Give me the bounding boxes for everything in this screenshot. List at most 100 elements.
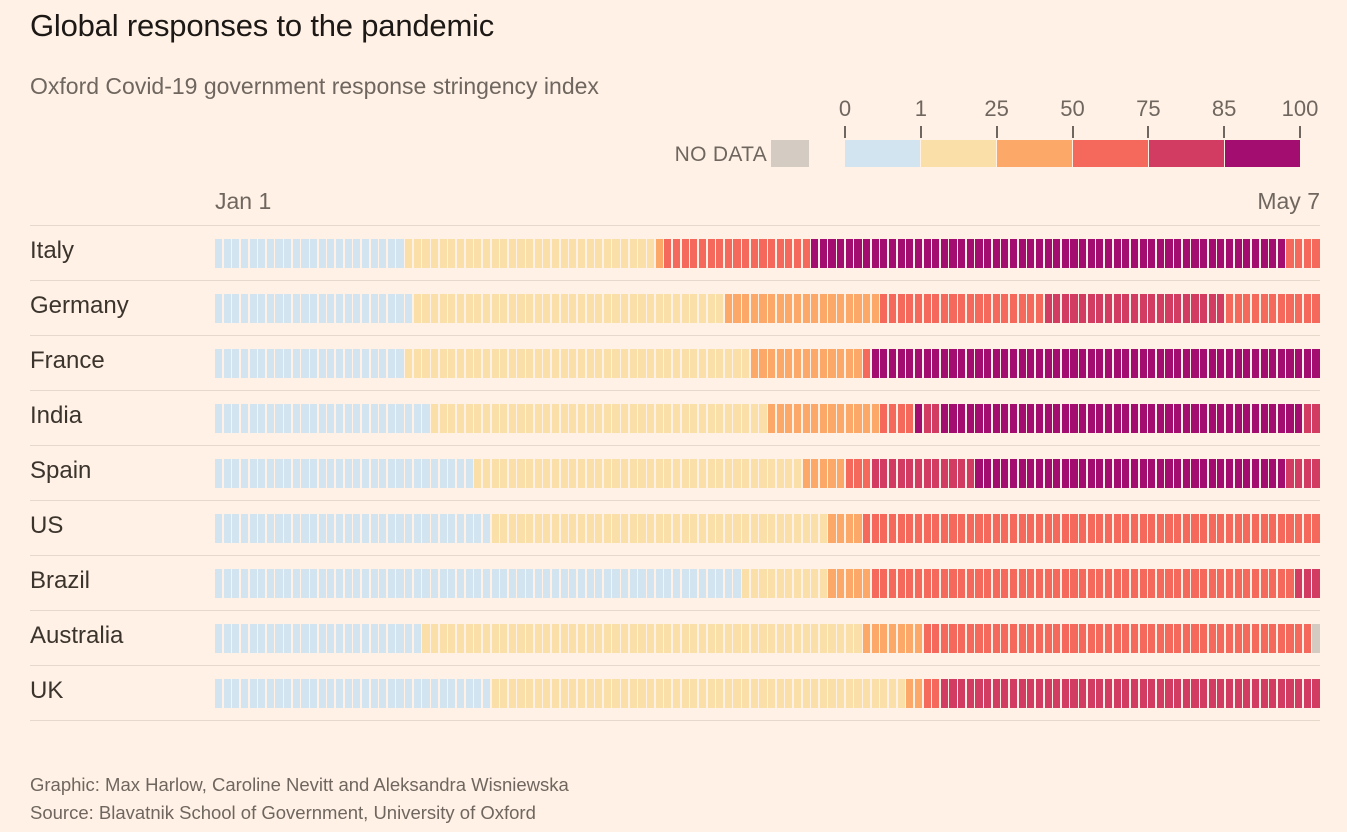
day-cell: [940, 404, 948, 433]
day-cell: [240, 404, 249, 433]
day-cell: [1087, 349, 1095, 378]
day-cell: [1130, 514, 1139, 543]
day-cell: [603, 404, 611, 433]
day-cell: [940, 624, 948, 653]
day-cell: [508, 294, 516, 323]
day-cell: [828, 514, 836, 543]
day-cell: [707, 679, 715, 708]
day-cell: [897, 239, 905, 268]
day-cell: [681, 624, 689, 653]
day-cell: [629, 624, 637, 653]
day-cell: [318, 294, 326, 323]
day-cell: [690, 514, 698, 543]
day-cell: [707, 514, 715, 543]
day-cell: [526, 624, 534, 653]
day-cell: [966, 239, 974, 268]
day-cell: [647, 514, 655, 543]
day-cell: [837, 459, 845, 488]
day-cell: [621, 514, 629, 543]
day-cell: [422, 239, 430, 268]
day-cell: [906, 239, 914, 268]
day-cell: [949, 294, 957, 323]
day-cell: [318, 459, 326, 488]
day-cell: [422, 459, 430, 488]
day-cell: [1070, 294, 1078, 323]
day-cell: [664, 679, 672, 708]
day-cell: [318, 514, 326, 543]
day-cell: [1130, 239, 1139, 268]
day-cell: [431, 624, 439, 653]
day-cell: [802, 624, 810, 653]
day-cell: [819, 349, 827, 378]
day-cell: [1113, 349, 1121, 378]
day-cell: [612, 569, 620, 598]
day-cell: [1061, 624, 1069, 653]
day-cell: [888, 569, 897, 598]
day-cell: [405, 349, 413, 378]
x-axis-end-label: May 7: [1257, 188, 1320, 214]
day-cell: [768, 349, 776, 378]
day-cell: [629, 679, 637, 708]
day-cell: [698, 624, 707, 653]
day-cell: [361, 569, 370, 598]
day-cell: [1087, 514, 1095, 543]
day-cell: [1295, 624, 1303, 653]
day-cell: [759, 239, 767, 268]
day-cell: [448, 404, 456, 433]
day-cell: [353, 404, 361, 433]
day-cell: [223, 514, 231, 543]
day-cell: [1061, 239, 1069, 268]
day-cell: [768, 294, 776, 323]
day-cell: [1018, 459, 1026, 488]
day-cell: [1260, 569, 1268, 598]
day-cell: [854, 514, 862, 543]
legend-tick-mark: [1147, 126, 1150, 138]
day-cell: [275, 624, 283, 653]
legend-tick-mark: [1299, 126, 1301, 138]
day-cell: [655, 569, 663, 598]
day-cell: [923, 404, 931, 433]
day-cell: [638, 624, 646, 653]
day-cell: [880, 569, 888, 598]
day-cell: [500, 349, 508, 378]
day-cell: [1053, 514, 1061, 543]
day-cell: [1027, 294, 1035, 323]
day-cell: [551, 404, 560, 433]
day-cell: [249, 349, 257, 378]
day-cell: [603, 624, 611, 653]
day-cell: [768, 679, 776, 708]
day-cell: [456, 239, 465, 268]
day-cell: [232, 569, 240, 598]
day-cell: [448, 679, 456, 708]
day-cell: [344, 404, 352, 433]
day-cell: [776, 459, 784, 488]
day-cell: [1079, 294, 1087, 323]
day-cell: [949, 404, 957, 433]
day-cell: [551, 459, 560, 488]
day-cell: [707, 624, 715, 653]
day-cell: [551, 294, 560, 323]
day-cell: [1053, 569, 1061, 598]
day-cell: [1225, 349, 1234, 378]
day-cell: [880, 239, 888, 268]
day-cell: [793, 294, 802, 323]
day-cell: [750, 514, 758, 543]
day-cell: [405, 569, 413, 598]
day-cell: [456, 679, 465, 708]
day-cell: [517, 404, 525, 433]
day-cell: [396, 239, 404, 268]
day-cell: [621, 569, 629, 598]
day-cell: [1312, 404, 1320, 433]
stringency-strip: [215, 294, 1320, 323]
stringency-strip: [215, 459, 1320, 488]
day-cell: [560, 404, 568, 433]
day-cell: [932, 294, 940, 323]
day-cell: [785, 349, 793, 378]
day-cell: [292, 294, 300, 323]
day-cell: [474, 679, 482, 708]
day-cell: [1295, 404, 1303, 433]
day-cell: [266, 404, 274, 433]
day-cell: [335, 569, 344, 598]
day-cell: [1027, 514, 1035, 543]
day-cell: [647, 404, 655, 433]
